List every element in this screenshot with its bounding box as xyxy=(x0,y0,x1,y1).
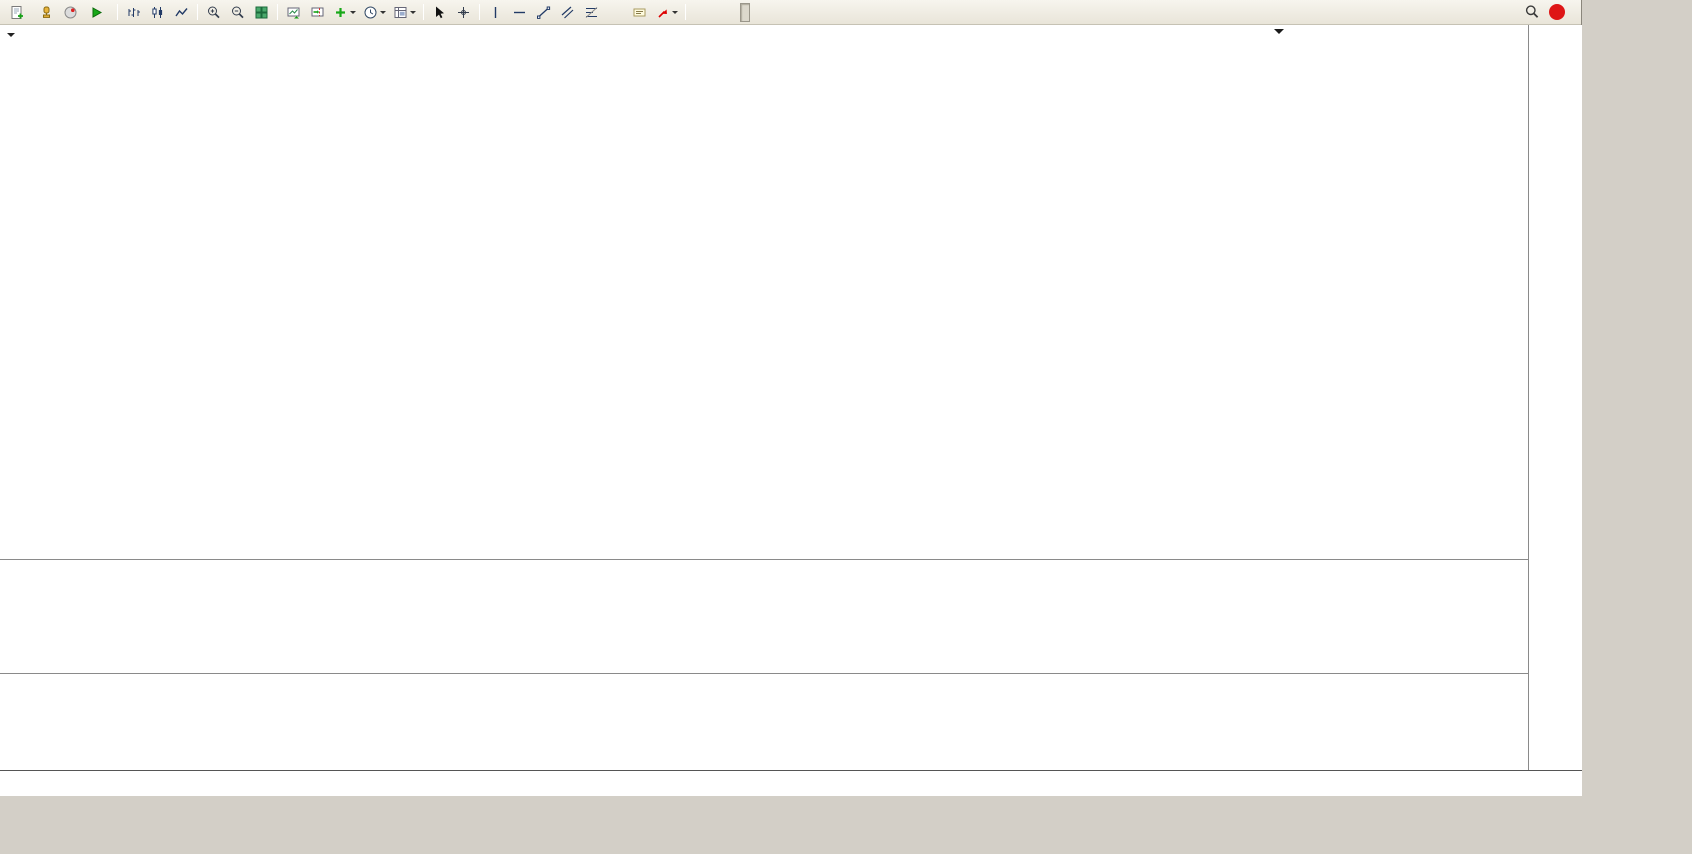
panel-splitter[interactable] xyxy=(0,559,1582,560)
chart-menu-arrow-icon[interactable] xyxy=(1274,29,1284,39)
tile-windows-button[interactable] xyxy=(250,2,273,23)
candlestick-chart-button[interactable] xyxy=(146,2,169,23)
cursor-icon xyxy=(436,6,444,18)
templates-icon xyxy=(394,6,407,18)
bar-chart-icon xyxy=(128,7,140,17)
zoom-out-icon xyxy=(232,6,244,18)
toolbar-right-group xyxy=(1520,2,1577,23)
trading-platform-window xyxy=(0,0,1582,796)
timeframe-d1-button[interactable] xyxy=(750,3,760,22)
autotrading-button[interactable] xyxy=(83,2,113,23)
search-button[interactable] xyxy=(1520,2,1543,23)
new-order-button[interactable] xyxy=(4,2,34,23)
line-chart-icon xyxy=(175,7,188,16)
price-axis-divider xyxy=(1528,25,1529,770)
periods-dropdown-caret xyxy=(380,11,386,17)
chart-shift-button[interactable] xyxy=(306,2,329,23)
search-icon xyxy=(1525,5,1538,18)
channel-tool-button[interactable] xyxy=(556,2,579,23)
data-window-button[interactable] xyxy=(35,2,58,23)
timeframe-m1-button[interactable] xyxy=(690,3,700,22)
indicators-button[interactable] xyxy=(330,2,359,23)
fibonacci-tool-button[interactable] xyxy=(580,2,603,23)
trendline-icon xyxy=(537,6,551,19)
toolbar-separator xyxy=(423,4,424,20)
zoom-out-button[interactable] xyxy=(226,2,249,23)
data-window-icon xyxy=(43,6,50,18)
notification-badge[interactable] xyxy=(1549,4,1565,20)
cursor-button[interactable] xyxy=(428,2,451,23)
horizontal-line-tool-button[interactable] xyxy=(508,2,531,23)
text-tool-button[interactable] xyxy=(604,2,627,23)
toolbar-separator xyxy=(197,4,198,20)
arrow-shapes-icon xyxy=(658,8,667,18)
autotrading-play-icon xyxy=(92,6,103,18)
new-order-icon xyxy=(11,5,23,19)
price-axis[interactable] xyxy=(1529,25,1582,770)
timeframe-mn-button[interactable] xyxy=(770,3,780,22)
toolbar-separator xyxy=(479,4,480,20)
macd-panel[interactable] xyxy=(0,560,1528,673)
chart-title xyxy=(7,29,44,41)
arrows-tool-button[interactable] xyxy=(652,2,681,23)
crosshair-icon xyxy=(458,6,469,18)
candlestick-chart-icon xyxy=(152,6,163,18)
text-label-tool-button[interactable] xyxy=(628,2,651,23)
zoom-in-button[interactable] xyxy=(202,2,225,23)
chart-shift-icon xyxy=(311,7,324,16)
vertical-line-tool-button[interactable] xyxy=(484,2,507,23)
timeframe-m15-button[interactable] xyxy=(710,3,720,22)
trendline-tool-button[interactable] xyxy=(532,2,555,23)
timeframe-m30-button[interactable] xyxy=(720,3,730,22)
clock-icon xyxy=(364,6,377,18)
fibonacci-icon xyxy=(585,6,598,18)
text-label-icon xyxy=(633,8,646,16)
channel-icon xyxy=(561,6,574,18)
timeframe-h4-button[interactable] xyxy=(740,2,750,22)
line-chart-button[interactable] xyxy=(170,2,193,23)
panel-splitter[interactable] xyxy=(0,673,1582,674)
arrows-dropdown-caret xyxy=(672,11,678,17)
candlestick-chart[interactable] xyxy=(0,25,1528,559)
horizontal-line-icon xyxy=(514,11,525,13)
indicators-dropdown-caret xyxy=(350,11,356,17)
auto-scroll-button[interactable] xyxy=(282,2,305,23)
toolbar-separator xyxy=(685,4,686,20)
symbol-caret-icon xyxy=(7,33,15,41)
timeframe-h1-button[interactable] xyxy=(730,3,740,22)
tile-windows-icon xyxy=(255,6,268,18)
bar-chart-button[interactable] xyxy=(122,2,145,23)
templates-dropdown-caret xyxy=(410,11,416,17)
navigator-button[interactable] xyxy=(59,2,82,23)
vertical-line-icon xyxy=(494,6,497,18)
timeframe-m5-button[interactable] xyxy=(700,3,710,22)
rsi-panel[interactable] xyxy=(0,674,1528,770)
templates-button[interactable] xyxy=(390,2,419,23)
timeframe-w1-button[interactable] xyxy=(760,3,770,22)
timeframe-toolbar xyxy=(690,2,780,22)
indicators-icon xyxy=(336,7,345,17)
toolbar-separator xyxy=(117,4,118,20)
toolbar-separator xyxy=(277,4,278,20)
crosshair-button[interactable] xyxy=(452,2,475,23)
time-axis[interactable] xyxy=(0,770,1582,796)
periods-button[interactable] xyxy=(360,2,389,23)
zoom-in-icon xyxy=(208,6,220,18)
auto-scroll-icon xyxy=(287,7,300,18)
navigator-icon xyxy=(64,6,77,18)
chart-area[interactable] xyxy=(0,25,1582,770)
main-toolbar xyxy=(0,0,1581,25)
